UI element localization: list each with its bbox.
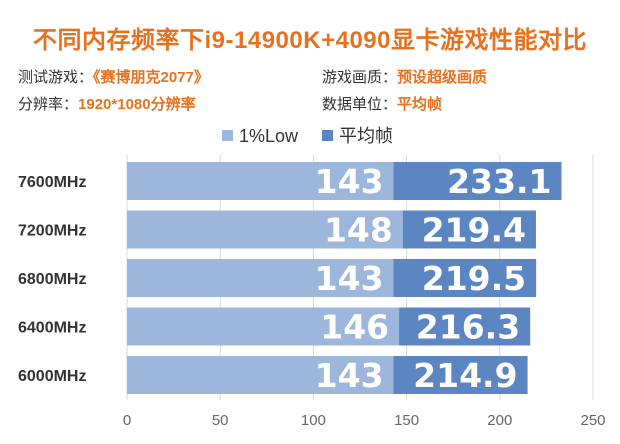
info-quality-value: 预设超级画质	[397, 69, 488, 86]
x-tick-label: 200	[487, 412, 512, 429]
data-label-low: 143	[315, 162, 384, 201]
info-quality-label: 游戏画质：	[322, 69, 398, 86]
legend-swatch-2	[322, 130, 333, 141]
data-label-avg: 219.5	[422, 259, 526, 298]
category-label: 6000MHz	[18, 368, 86, 385]
x-tick-label: 100	[301, 412, 326, 429]
info-unit-value: 平均帧	[397, 96, 443, 113]
info-quality: 游戏画质：预设超级画质	[322, 66, 487, 87]
info-game-label: 测试游戏：	[18, 69, 94, 86]
x-tick-label: 50	[212, 412, 229, 429]
data-label-low: 146	[320, 308, 389, 347]
data-label-low: 148	[324, 211, 393, 250]
x-tick-label: 250	[580, 412, 605, 429]
info-resolution-label: 分辨率：	[18, 96, 79, 113]
info-unit-label: 数据单位：	[322, 96, 398, 113]
data-label-avg: 214.9	[413, 356, 517, 395]
data-label-avg: 216.3	[416, 308, 520, 347]
category-label: 7200MHz	[18, 223, 86, 240]
bar-low	[127, 259, 394, 297]
legend-swatch-1	[222, 130, 233, 141]
category-label: 7600MHz	[18, 174, 86, 191]
data-label-avg: 219.4	[422, 211, 526, 250]
data-label-avg: 233.1	[447, 162, 551, 201]
bar-low	[127, 356, 394, 394]
data-label-low: 143	[315, 356, 384, 395]
bar-low	[127, 307, 400, 346]
info-unit: 数据单位：平均帧	[322, 93, 442, 114]
chart-title: 不同内存频率下i9-14900K+4090显卡游戏性能对比	[33, 27, 587, 54]
bar-low	[127, 162, 394, 200]
category-label: 6800MHz	[18, 271, 86, 288]
x-tick-label: 0	[123, 412, 131, 429]
info-resolution: 分辨率：1920*1080分辨率	[18, 93, 196, 114]
legend-label-1: 1%Low	[239, 126, 299, 146]
info-game: 测试游戏：《赛博朋克2077》	[18, 66, 209, 87]
x-tick-label: 150	[394, 412, 419, 429]
info-resolution-value: 1920*1080分辨率	[78, 96, 196, 113]
info-game-value: 《赛博朋克2077》	[93, 69, 209, 86]
category-label: 6400MHz	[18, 320, 86, 337]
bar-low	[127, 210, 403, 249]
legend-label-2: 平均帧	[339, 126, 393, 146]
data-label-low: 143	[315, 259, 384, 298]
